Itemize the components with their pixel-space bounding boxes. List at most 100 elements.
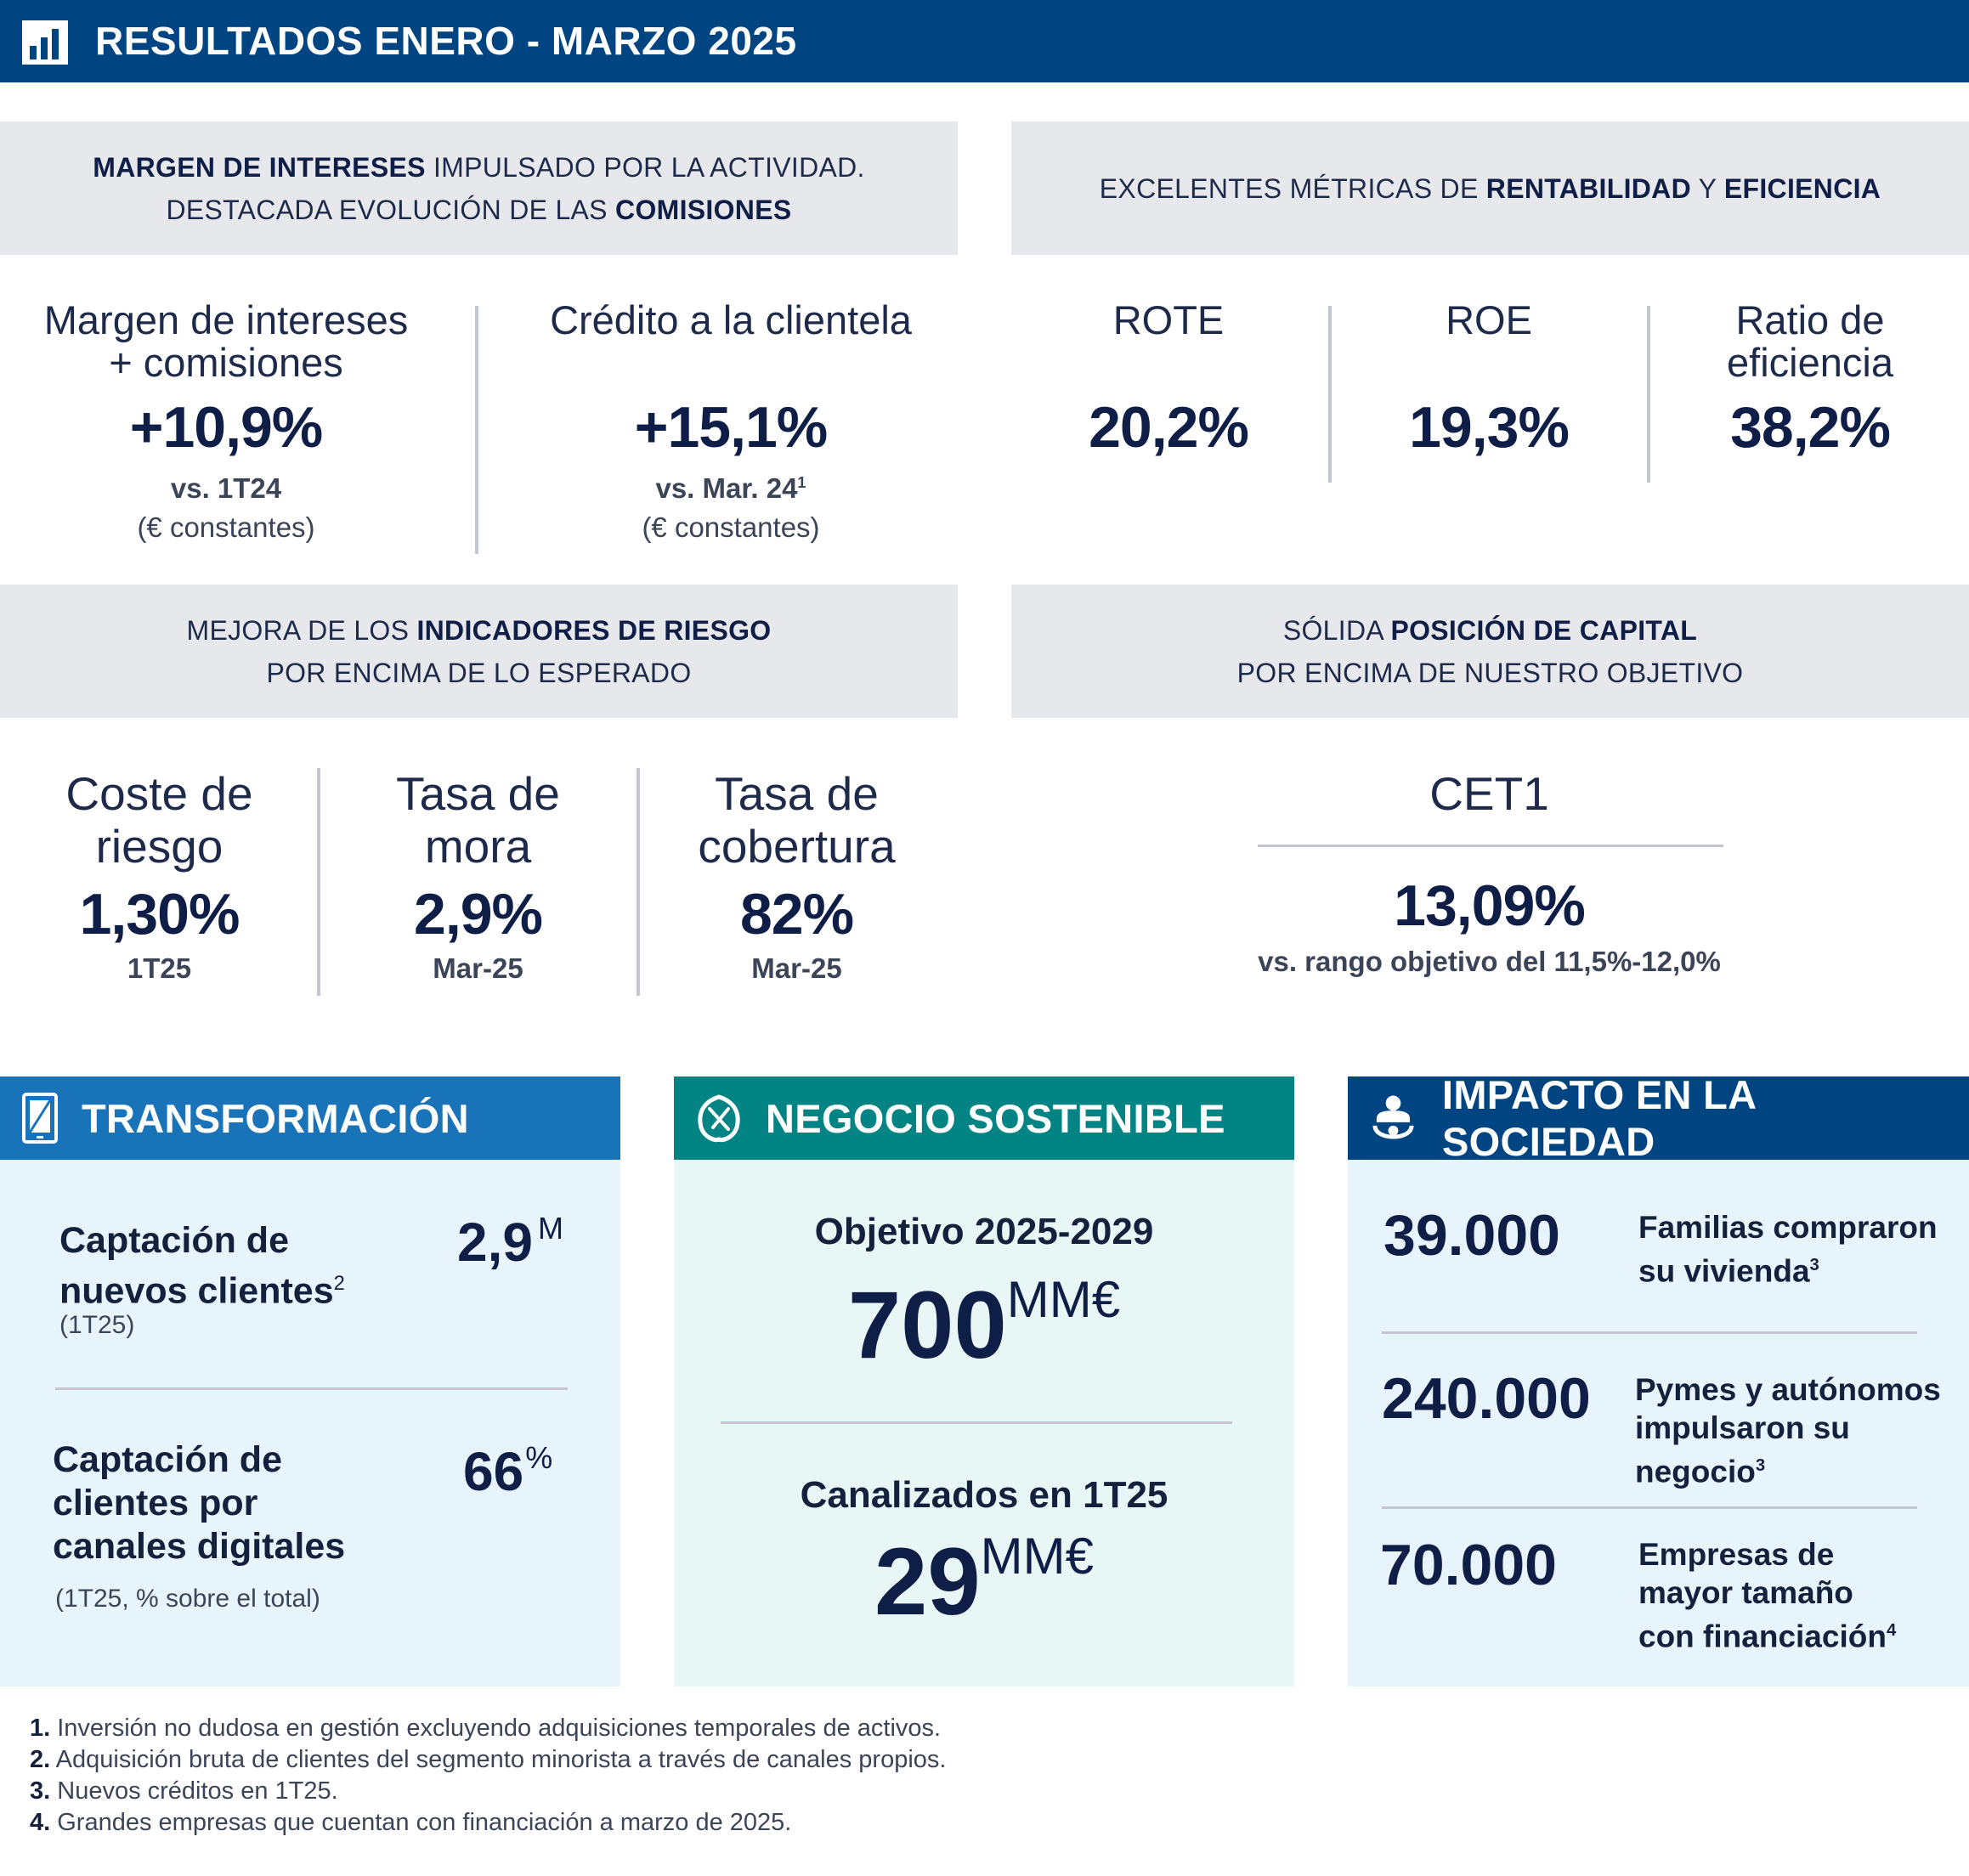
kpi-mora-value: 2,9% [414, 882, 543, 946]
kpi-cet1-value: 13,09% [1394, 873, 1586, 938]
soc-item1-value: 39.000 [1383, 1203, 1560, 1268]
transf-item1-value: 2,9 [457, 1212, 533, 1273]
footnote-4: 4. Grandes empresas que cuentan con fina… [30, 1807, 1942, 1839]
footnote-ref-4: 4 [1886, 1621, 1897, 1640]
divider [1647, 306, 1650, 483]
kpi-credito: Crédito a la clientela +15,1% vs. Mar. 2… [476, 299, 986, 544]
kpi-coste-label1: Coste de [65, 767, 253, 820]
kpi-cobertura-sub: Mar-25 [751, 952, 842, 984]
kpi-credito-value: +15,1% [634, 395, 829, 460]
panel-sostenible-body: Objetivo 2025-2029 700MM€ Canalizados en… [674, 1160, 1294, 1687]
transf-item2-label1: Captación de [53, 1439, 282, 1480]
kpi-margen-label2: + comisiones [109, 340, 343, 385]
banner-capital-prefix: SÓLIDA [1282, 614, 1391, 646]
footnote-2-num: 2. [30, 1746, 51, 1773]
banner-capital-bold: POSICIÓN DE CAPITAL [1390, 614, 1698, 646]
banner-capital: SÓLIDA POSICIÓN DE CAPITAL POR ENCIMA DE… [1011, 585, 1969, 718]
kpi-cobertura: Tasa de cobertura 82% Mar-25 [663, 767, 931, 985]
kpi-eficiencia-label1: Ratio de [1735, 297, 1885, 342]
kpi-cet1-figures: 13,09% vs. rango objetivo del 11,5%-12,0… [1241, 873, 1738, 978]
people-icon [1372, 1095, 1414, 1139]
footnote-3-num: 3. [30, 1777, 51, 1805]
sost-item1-value: 700 [847, 1272, 1007, 1378]
transf-item2-value: 66 [463, 1441, 524, 1502]
soc-item2-label: Pymes y autónomos impulsaron su negocio3 [1635, 1370, 1941, 1490]
sost-item1-value-group: 700MM€ [674, 1270, 1294, 1380]
banner-capital-line2: POR ENCIMA DE NUESTRO OBJETIVO [1236, 657, 1744, 688]
soc-item1-label: Familias compraron su vivienda3 [1638, 1209, 1938, 1290]
transf-item1-label: Captación de nuevos clientes2 [59, 1219, 345, 1313]
kpi-eficiencia: Ratio de eficiencia 38,2% [1691, 299, 1929, 461]
sost-item2-value-group: 29MM€ [674, 1527, 1294, 1636]
footnotes: 1. Inversión no dudosa en gestión excluy… [30, 1713, 1942, 1839]
kpi-cobertura-value: 82% [739, 882, 854, 946]
transf-item1-label2: nuevos clientes [59, 1270, 334, 1312]
banner-margin-prefix2: DESTACADA EVOLUCIÓN DE LAS [166, 194, 616, 225]
kpi-roe: ROE 19,3% [1374, 299, 1604, 461]
divider [317, 768, 320, 996]
leaf-icon [698, 1094, 740, 1142]
banner-riesgo-prefix: MEJORA DE LOS [186, 614, 417, 646]
transf-item2-label: Captación de clientes por canales digita… [53, 1438, 345, 1568]
divider [721, 1421, 1232, 1424]
kpi-margen-value: +10,9% [129, 395, 324, 460]
sost-item2-label: Canalizados en 1T25 [800, 1474, 1168, 1516]
soc-item3-label: Empresas de mayor tamaño con financiació… [1638, 1535, 1896, 1655]
kpi-roe-label: ROE [1446, 297, 1532, 342]
kpi-cobertura-label1: Tasa de [715, 767, 879, 820]
transf-item2-label2: clientes por [53, 1483, 258, 1523]
banner-rent-bold1: RENTABILIDAD [1485, 172, 1691, 204]
soc-item1-label1: Familias compraron [1638, 1210, 1938, 1245]
panel-sociedad-title: IMPACTO EN LA SOCIEDAD [1441, 1072, 1756, 1164]
kpi-cet1: CET1 [1241, 767, 1738, 820]
kpi-margen-label1: Margen de intereses [43, 297, 409, 342]
kpi-mora-label1: Tasa de [396, 767, 560, 820]
banner-margin-bold2: COMISIONES [615, 194, 792, 225]
banner-rent-mid: Y [1691, 172, 1724, 204]
transf-item2-label3: canales digitales [53, 1526, 346, 1567]
footnote-1: 1. Inversión no dudosa en gestión excluy… [30, 1713, 1942, 1744]
panel-transformacion-body: Captación de nuevos clientes2 (1T25) 2,9… [0, 1160, 620, 1687]
transf-item1-value-group: 2,9 M [457, 1211, 563, 1274]
banner-rent-prefix: EXCELENTES MÉTRICAS DE [1099, 172, 1486, 204]
panel-sostenible-title: NEGOCIO SOSTENIBLE [766, 1095, 1225, 1141]
kpi-coste-value: 1,30% [79, 882, 240, 946]
footnote-2: 2. Adquisición bruta de clientes del seg… [30, 1744, 1942, 1776]
kpi-credito-label: Crédito a la clientela [550, 297, 912, 342]
divider [1328, 306, 1332, 483]
bar-chart-icon [22, 20, 68, 65]
footnote-3: 3. Nuevos créditos en 1T25. [30, 1776, 1942, 1807]
sost-item2-unit: MM€ [980, 1528, 1094, 1585]
transf-item2-unit: % [525, 1440, 553, 1475]
transf-item2-note: (1T25, % sobre el total) [55, 1585, 320, 1613]
kpi-eficiencia-label2: eficiencia [1727, 340, 1893, 385]
soc-item3-label3: con financiación [1638, 1619, 1887, 1654]
divider [1382, 1506, 1917, 1509]
banner-margin-bold1: MARGEN DE INTERESES [93, 151, 426, 183]
footnote-ref-3b: 3 [1755, 1456, 1766, 1475]
kpi-margen-note: (€ constantes) [137, 511, 315, 543]
banner-riesgo: MEJORA DE LOS INDICADORES DE RIESGO POR … [0, 585, 958, 718]
kpi-margen: Margen de intereses + comisiones +10,9% … [0, 299, 452, 544]
banner-margin: MARGEN DE INTERESES IMPULSADO POR LA ACT… [0, 121, 958, 255]
kpi-coste: Coste de riesgo 1,30% 1T25 [34, 767, 285, 985]
kpi-rote-value: 20,2% [1089, 395, 1249, 460]
panel-sociedad-header: IMPACTO EN LA SOCIEDAD [1348, 1072, 1969, 1164]
sost-item1-label: Objetivo 2025-2029 [814, 1211, 1154, 1252]
soc-item3-label2: mayor tamaño [1638, 1575, 1853, 1610]
kpi-cobertura-label2: cobertura [698, 820, 896, 873]
sost-item2-value: 29 [874, 1528, 981, 1635]
sost-item1-unit: MM€ [1006, 1271, 1121, 1328]
soc-item3-label1: Empresas de [1638, 1537, 1835, 1572]
transf-item1-label1: Captación de [59, 1220, 289, 1261]
banner-riesgo-line2: POR ENCIMA DE LO ESPERADO [266, 657, 692, 688]
footnote-1-num: 1. [30, 1715, 51, 1742]
banner-margin-rest1: IMPULSADO POR LA ACTIVIDAD. [425, 151, 865, 183]
transf-item2-value-group: 66% [463, 1440, 552, 1503]
kpi-credito-note: (€ constantes) [642, 511, 820, 543]
kpi-credito-sub: vs. Mar. 24 [655, 472, 798, 504]
footnote-4-num: 4. [30, 1809, 51, 1836]
panel-sociedad-body: 39.000 Familias compraron su vivienda3 2… [1348, 1160, 1969, 1687]
page-header: RESULTADOS ENERO - MARZO 2025 [0, 0, 1969, 82]
kpi-coste-label2: riesgo [95, 820, 223, 873]
